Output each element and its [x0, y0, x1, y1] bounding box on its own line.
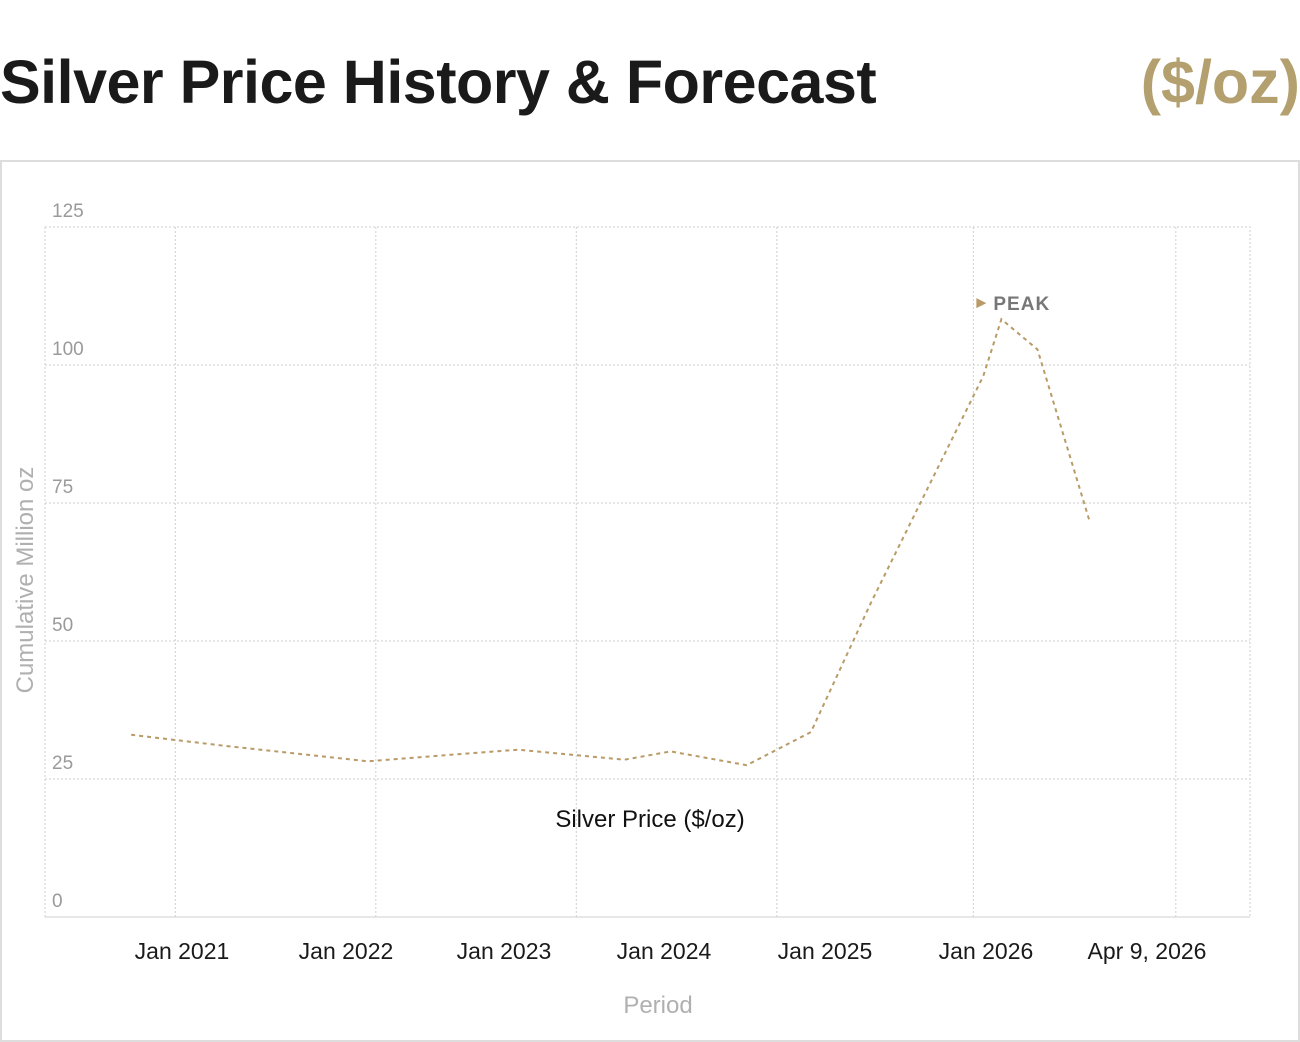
series-layer — [131, 317, 1091, 767]
annotation-layer: PEAK — [976, 294, 1050, 315]
x-tick-label: Jan 2025 — [778, 938, 873, 964]
unit-label: ($/oz) — [1140, 48, 1300, 116]
series-line — [131, 317, 1091, 767]
x-tick-label: Jan 2026 — [939, 938, 1034, 964]
y-axis-title: Cumulative Million oz — [12, 467, 39, 694]
series-label: Silver Price ($/oz) — [555, 806, 744, 833]
plot-area-border — [44, 226, 1251, 918]
y-tick-label: 125 — [52, 201, 84, 222]
y-tick-label: 100 — [52, 339, 84, 360]
y-axis-ticks: 0 25 50 75 100 125 — [52, 201, 84, 912]
chart-frame: 0 25 50 75 100 125 Jan 2021 Jan 2022 Jan 2023 Ja… — [0, 160, 1300, 1042]
x-tick-label: Jan 2023 — [457, 938, 552, 964]
peak-annotation: PEAK — [993, 294, 1050, 315]
y-tick-label: 25 — [52, 753, 73, 774]
y-tick-label: 50 — [52, 615, 73, 636]
x-axis-title: Period — [623, 992, 692, 1019]
page-title: Silver Price History & Forecast — [0, 48, 877, 116]
grid-layer — [44, 226, 1251, 918]
x-axis-ticks: Jan 2021 Jan 2022 Jan 2023 Jan 2024 Jan 2025… — [135, 938, 1207, 964]
y-tick-label: 75 — [52, 477, 73, 498]
peak-marker-icon — [976, 298, 987, 309]
x-tick-label: Apr 9, 2026 — [1088, 938, 1207, 964]
x-tick-label: Jan 2021 — [135, 938, 230, 964]
x-tick-label: Jan 2024 — [617, 938, 712, 964]
y-tick-label: 0 — [52, 891, 63, 912]
x-tick-label: Jan 2022 — [299, 938, 394, 964]
